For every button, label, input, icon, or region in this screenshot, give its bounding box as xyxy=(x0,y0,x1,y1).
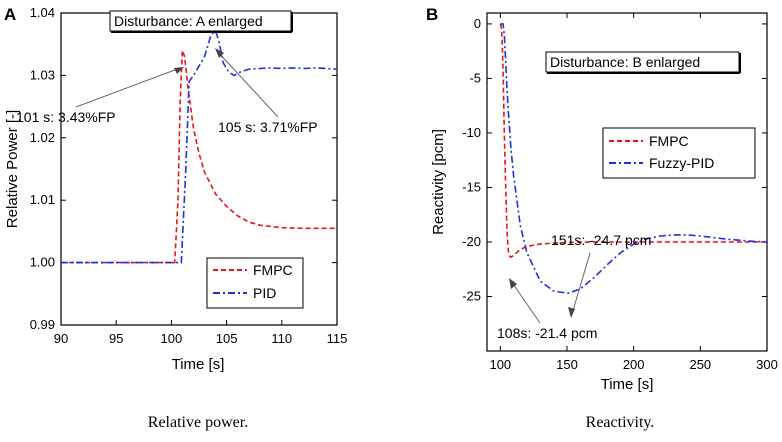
caption-a: Relative power. xyxy=(148,414,248,431)
caption-b: Reactivity. xyxy=(586,414,655,431)
annotation-b2: 108s: -21.4 pcm xyxy=(497,325,597,341)
b-xtick-label: 300 xyxy=(756,357,778,372)
b-ytick-label: -15 xyxy=(462,179,481,194)
annotation-arrow-b2 xyxy=(510,280,541,324)
b-ytick-label: 0 xyxy=(474,16,481,31)
b-ytick-label: -20 xyxy=(462,234,481,249)
panel-b-letter: B xyxy=(426,5,438,24)
y-axis-label-b: Reactivity [pcm] xyxy=(430,129,447,235)
b-ytick-label: -25 xyxy=(462,288,481,303)
a-xtick-label: 110 xyxy=(271,331,292,346)
legend-label-fuzzypid-b: Fuzzy-PID xyxy=(649,155,714,171)
a-xtick-label: 95 xyxy=(109,331,123,346)
b-series-fmpc xyxy=(499,23,767,259)
a-ytick-label: 1.02 xyxy=(30,130,55,145)
annotation-a2: 105 s: 3.71%FP xyxy=(218,119,318,135)
a-xtick-label: 100 xyxy=(161,331,183,346)
b-xtick-label: 200 xyxy=(623,357,645,372)
annotation-b1: 151s: -24.7 pcm xyxy=(551,232,651,248)
annotation-arrow-a2 xyxy=(217,51,279,118)
series-lines-b xyxy=(499,23,768,295)
panel-a-letter: A xyxy=(4,5,16,24)
panel-b: B 100 150 200 250 300 0 -5 -10 -15 -20 -25 Disturb… xyxy=(426,5,778,431)
legend-b xyxy=(602,127,756,179)
axes-b: 100 150 200 250 300 0 -5 -10 -15 -20 -25 xyxy=(462,13,778,372)
b-series-fuzzy-pid xyxy=(500,23,768,295)
x-axis-label-b: Time [s] xyxy=(601,376,654,393)
legend-label-pid-a: PID xyxy=(253,285,276,301)
a-ytick-label: 0.99 xyxy=(30,317,55,332)
annotation-arrow-a1 xyxy=(75,67,181,108)
legend-label-fmpc-a: FMPC xyxy=(253,262,293,278)
a-series-fmpc xyxy=(61,50,337,264)
b-xtick-label: 100 xyxy=(489,357,511,372)
a-series-pid xyxy=(61,29,338,264)
b-ytick-label: -5 xyxy=(469,70,481,85)
a-xtick-label: 90 xyxy=(54,331,68,346)
y-axis-label-a: Relative Power [-] xyxy=(4,110,21,228)
a-ytick-label: 1.03 xyxy=(30,67,55,82)
legend-a xyxy=(206,257,304,309)
a-ytick-label: 1.04 xyxy=(30,5,55,20)
annotation-arrowhead-a2 xyxy=(215,48,224,58)
annotation-a1: 101 s: 3.43%FP xyxy=(16,109,116,125)
chart-title-b: Disturbance: B enlarged xyxy=(550,54,700,70)
b-xtick-label: 250 xyxy=(689,357,711,372)
annotation-arrow-b1 xyxy=(571,252,591,315)
annotation-arrowhead-b1 xyxy=(568,307,575,318)
a-ytick-label: 1.01 xyxy=(30,192,55,207)
a-xtick-label: 105 xyxy=(216,331,238,346)
plot-frame-b xyxy=(486,12,768,352)
panel-a: A 90 95 100 105 110 115 0.99 1.00 1.01 1.02 1.03 1.… xyxy=(4,5,347,431)
x-axis-label-a: Time [s] xyxy=(172,356,225,373)
a-ytick-label: 1.00 xyxy=(30,255,55,270)
legend-label-fmpc-b: FMPC xyxy=(649,133,689,149)
b-xtick-label: 150 xyxy=(556,357,578,372)
annotation-arrowhead-b2 xyxy=(509,278,517,289)
series-lines-a xyxy=(61,29,338,264)
b-ytick-label: -10 xyxy=(462,125,481,140)
a-xtick-label: 115 xyxy=(327,331,348,346)
chart-title-a: Disturbance: A enlarged xyxy=(114,13,263,29)
annotation-arrowhead-a1 xyxy=(174,67,184,74)
axes-a: 90 95 100 105 110 115 0.99 1.00 1.01 1.02 1.03 1.04 xyxy=(30,5,348,346)
